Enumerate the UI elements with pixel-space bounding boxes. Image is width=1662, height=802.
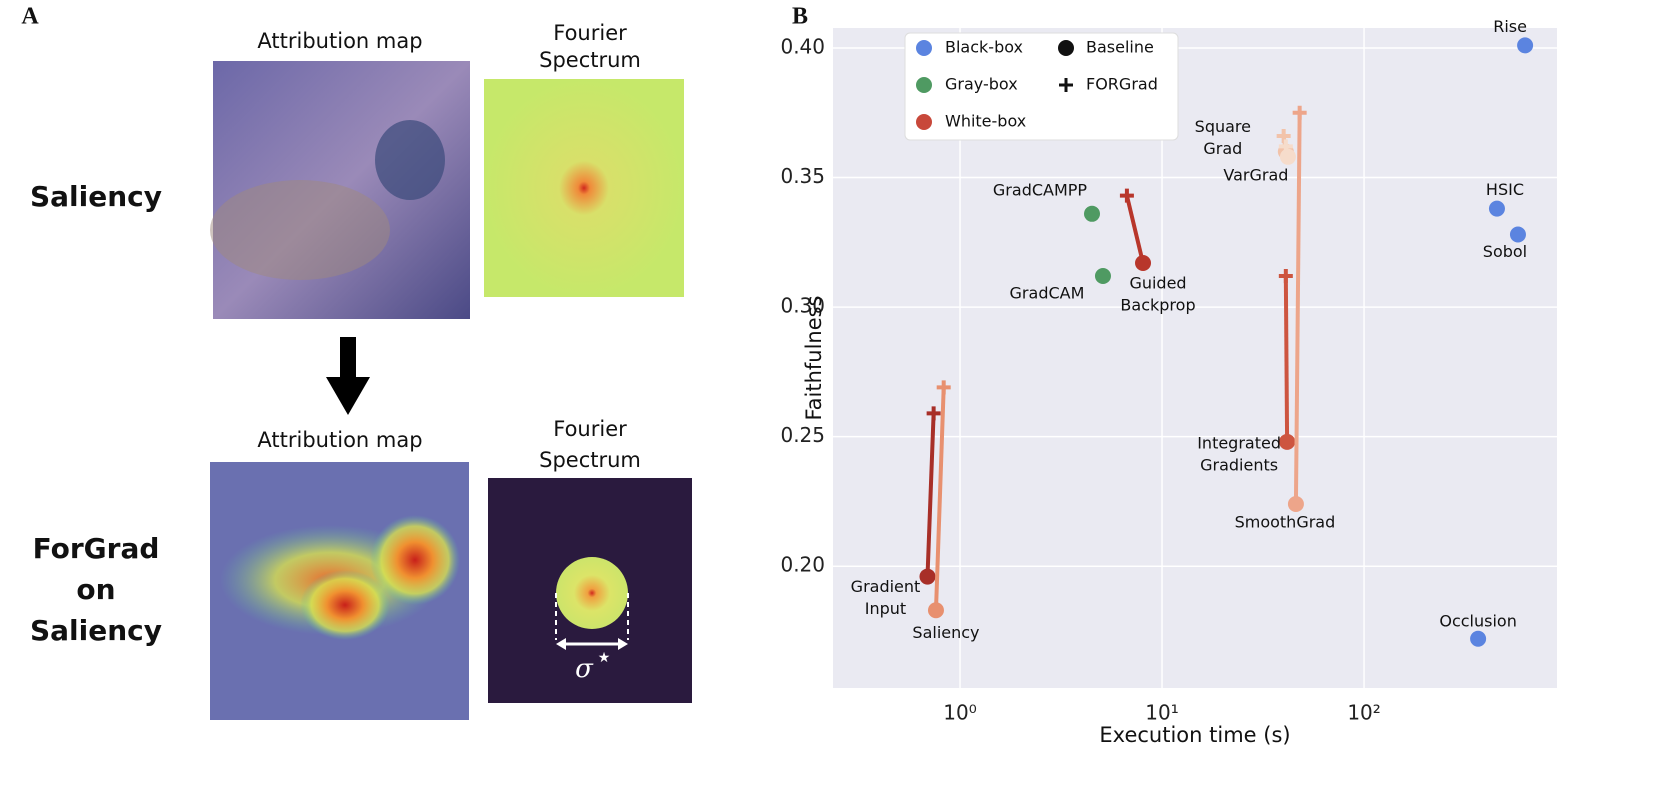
y-tick-label: 0.25	[780, 423, 825, 447]
point-label: Guided	[1129, 274, 1186, 293]
legend-label: Baseline	[1086, 38, 1154, 57]
baseline-point	[1509, 226, 1526, 243]
map-title: Attribution map	[257, 428, 422, 452]
spectrum-title: Fourier	[553, 417, 627, 441]
point-label: SmoothGrad	[1235, 513, 1336, 532]
point-label: Backprop	[1120, 296, 1195, 315]
sigma-sup: ★	[598, 650, 611, 666]
forgrad-marker	[926, 406, 941, 421]
width-arrow	[618, 638, 628, 650]
baseline-point	[919, 568, 936, 585]
method-line	[1293, 112, 1302, 505]
point-label: Square	[1195, 117, 1251, 136]
forgrad-marker	[1119, 188, 1134, 203]
cat-shape	[210, 180, 390, 280]
legend-label: Black-box	[945, 38, 1023, 57]
x-tick-label: 10¹	[1145, 701, 1178, 725]
legend-swatch	[1058, 40, 1074, 56]
forgrad-marker	[1276, 129, 1291, 144]
legend-swatch	[916, 114, 932, 130]
forgrad-marker	[936, 380, 951, 395]
point-label: Gradient	[851, 577, 921, 596]
legend-box	[904, 32, 1179, 141]
row-title: on	[76, 573, 115, 606]
legend-label: FORGrad	[1086, 75, 1158, 94]
y-tick-label: 0.20	[780, 553, 825, 577]
baseline-point	[1470, 630, 1487, 647]
point-label: Saliency	[912, 623, 979, 642]
point-label: GradCAMPP	[993, 180, 1088, 199]
method-line	[1283, 275, 1290, 442]
spectrum-image	[484, 79, 684, 297]
method-line	[925, 413, 936, 577]
baseline-point	[1094, 267, 1111, 284]
point-label: Input	[865, 599, 906, 618]
point-label: GradCAM	[1010, 283, 1085, 302]
point-label: Occlusion	[1439, 611, 1516, 630]
row-title: ForGrad	[33, 532, 160, 565]
sigma: σ	[575, 654, 594, 684]
spectrum-title: Spectrum	[539, 448, 641, 472]
y-tick-label: 0.40	[780, 34, 825, 58]
spectrum-title: Spectrum	[539, 48, 641, 72]
arrow	[340, 337, 356, 379]
point-label: Gradients	[1200, 455, 1278, 474]
point-label: Integrated	[1197, 433, 1281, 452]
y-tick-label: 0.35	[780, 164, 825, 188]
legend-swatch	[916, 77, 932, 93]
panel-a: A Attribution map Fourier Spectrum Salie…	[21, 4, 692, 720]
spectrum-title: Fourier	[553, 21, 627, 45]
x-tick-label: 10⁰	[943, 701, 976, 725]
y-axis-label: Faithfulness	[802, 295, 826, 420]
point-label: Sobol	[1483, 242, 1527, 261]
x-tick-label: 10²	[1347, 701, 1380, 725]
method-line	[933, 387, 946, 611]
heat	[300, 570, 390, 640]
method-line	[1124, 195, 1145, 264]
cat-head	[375, 120, 445, 200]
x-axis-label: Execution time (s)	[1099, 723, 1290, 747]
legend-swatch	[916, 40, 932, 56]
legend-label: Gray-box	[945, 75, 1018, 94]
point-label: Rise	[1493, 17, 1527, 36]
heat	[370, 515, 460, 605]
forgrad-marker	[1278, 268, 1293, 283]
panel-label: B	[792, 4, 808, 30]
legend-swatch	[1059, 78, 1073, 92]
point-label: HSIC	[1486, 180, 1524, 199]
baseline-point	[927, 602, 944, 619]
baseline-point	[1279, 148, 1296, 165]
map-title: Attribution map	[257, 29, 422, 53]
arrow	[326, 377, 370, 415]
panel-label: A	[21, 4, 39, 30]
legend-label: White-box	[945, 112, 1026, 131]
spectrum-disk	[556, 557, 628, 629]
point-label: VarGrad	[1223, 165, 1288, 184]
baseline-point	[1517, 37, 1534, 54]
width-arrow	[556, 638, 566, 650]
baseline-point	[1083, 205, 1100, 222]
forgrad-marker	[1292, 105, 1307, 120]
panel-b: B 0.20 0.25 0.30 0.35 0.40 10⁰ 10¹ 10² Execution …	[780, 4, 1557, 747]
baseline-point	[1488, 200, 1505, 217]
row-title: Saliency	[30, 614, 162, 647]
point-label: Grad	[1203, 139, 1242, 158]
baseline-point	[1287, 496, 1304, 513]
baseline-point	[1279, 433, 1296, 450]
y-tick-label: 0.30	[780, 294, 825, 318]
row-title: Saliency	[30, 180, 162, 213]
baseline-point	[1135, 255, 1152, 272]
